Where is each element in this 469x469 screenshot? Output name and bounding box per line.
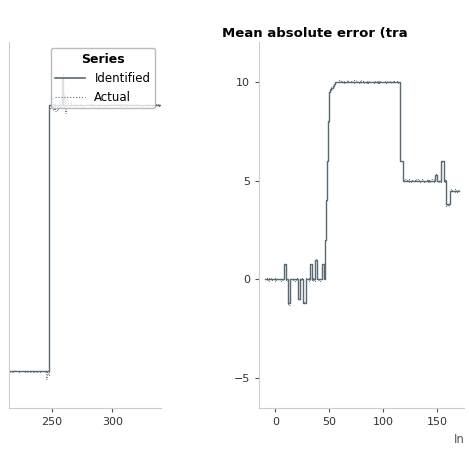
Legend: Identified, Actual: Identified, Actual	[51, 48, 155, 108]
X-axis label: In: In	[454, 432, 464, 446]
Text: Mean absolute error (tra: Mean absolute error (tra	[222, 27, 408, 40]
